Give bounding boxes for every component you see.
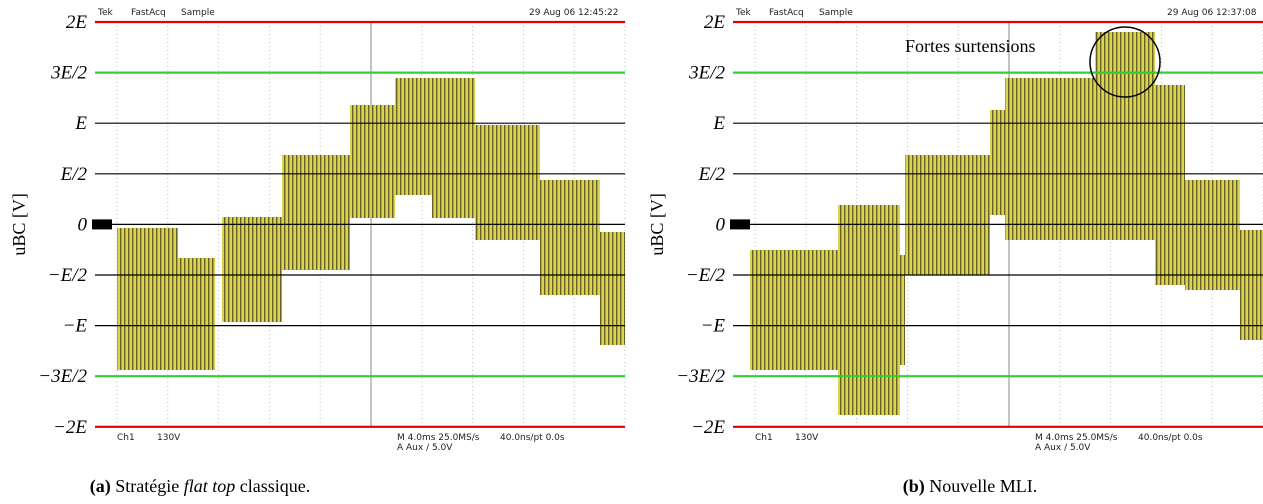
ground-marker: [730, 219, 750, 230]
waveform-segment: [178, 258, 215, 370]
y-axis-label: 0: [716, 214, 726, 235]
waveform-segment: [475, 125, 540, 240]
scope-timestamp: 29 Aug 06 12:37:08: [1167, 8, 1257, 18]
waveform-segment: [395, 78, 432, 195]
caption-text: classique.: [235, 476, 310, 496]
y-axis-label: E: [712, 113, 725, 134]
scope-trigger: A Aux / 5.0V: [397, 443, 453, 453]
caption-label: (b): [903, 476, 925, 497]
scope-acquisition: Sample: [819, 8, 853, 18]
y-axis-label: −3E/2: [38, 366, 87, 387]
scope-brand: Tek: [735, 8, 752, 18]
y-axis-label: 2E: [704, 12, 726, 33]
waveform-segment: [432, 78, 475, 218]
caption: (a) Stratégie flat top classique.: [90, 476, 310, 497]
y-axis-label: −2E: [691, 417, 725, 438]
scope-timebase: M 4.0ms 25.0MS/s: [1035, 433, 1118, 443]
waveform-segment: [1005, 78, 1095, 240]
scope-channel: Ch1: [755, 433, 773, 443]
caption-text: Nouvelle MLI.: [929, 476, 1037, 496]
waveform-segment: [990, 110, 1005, 215]
waveform-segment: [905, 155, 990, 275]
scope-mode: FastAcq: [769, 8, 804, 18]
y-axis-label: −E: [63, 316, 88, 337]
scope-timebase: M 4.0ms 25.0MS/s: [397, 433, 480, 443]
y-axis-label: −E/2: [48, 265, 88, 286]
y-axis-label: −3E/2: [676, 366, 725, 387]
y-axis-label: 0: [78, 214, 88, 235]
waveform-segment: [350, 105, 395, 218]
y-axis-title: uBC [V]: [647, 193, 667, 256]
waveform-segment: [282, 155, 350, 270]
scope-mode: FastAcq: [131, 8, 166, 18]
waveform-segment: [1185, 180, 1240, 290]
caption: (b) Nouvelle MLI.: [903, 476, 1037, 497]
scope-scale: 130V: [795, 433, 819, 443]
scope-trigger: A Aux / 5.0V: [1035, 443, 1091, 453]
waveform-segment: [222, 217, 282, 322]
waveform-segment: [1155, 85, 1185, 285]
waveform-segment: [540, 180, 600, 295]
y-axis-label: −2E: [53, 417, 87, 438]
y-axis-label: −E: [701, 316, 726, 337]
scope-channel: Ch1: [117, 433, 135, 443]
y-axis-label: E: [74, 113, 87, 134]
scope-brand: Tek: [97, 8, 114, 18]
y-axis-label: 2E: [66, 12, 88, 33]
scope-sampling: 40.0ns/pt 0.0s: [1138, 433, 1203, 443]
y-axis-label: E/2: [698, 164, 726, 185]
y-axis-label: 3E/2: [688, 63, 725, 84]
waveform-segment: [117, 228, 178, 370]
scope-scale: 130V: [157, 433, 181, 443]
y-axis-label: 3E/2: [50, 63, 87, 84]
caption-label: (a): [90, 476, 111, 497]
y-axis-label: −E/2: [686, 265, 726, 286]
waveform-segment: [600, 232, 625, 345]
caption-text: flat top: [184, 476, 236, 496]
scope-timestamp: 29 Aug 06 12:45:22: [529, 8, 618, 18]
waveform-segment: [838, 205, 900, 415]
annotation-circle: [1089, 26, 1161, 98]
waveform-segment: [1240, 230, 1263, 340]
caption-text: Stratégie: [115, 476, 183, 496]
ground-marker: [92, 219, 112, 230]
annotation: Fortes surtensions: [905, 36, 1036, 56]
waveform-segment: [900, 255, 905, 365]
scope-acquisition: Sample: [181, 8, 215, 18]
scope-sampling: 40.0ns/pt 0.0s: [500, 433, 565, 443]
waveform-segment: [1095, 32, 1155, 240]
y-axis-label: E/2: [60, 164, 88, 185]
y-axis-title: uBC [V]: [9, 193, 29, 256]
waveform-segment: [750, 250, 838, 370]
